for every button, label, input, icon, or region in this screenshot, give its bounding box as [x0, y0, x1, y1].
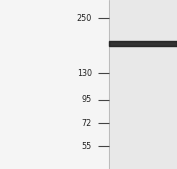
Text: 250: 250 [77, 14, 92, 23]
Text: 95: 95 [82, 95, 92, 104]
Text: 55: 55 [82, 142, 92, 151]
Bar [109, 0, 177, 169]
Text: 130: 130 [77, 69, 92, 78]
Bar [109, 41, 177, 46]
Text: 72: 72 [82, 119, 92, 128]
